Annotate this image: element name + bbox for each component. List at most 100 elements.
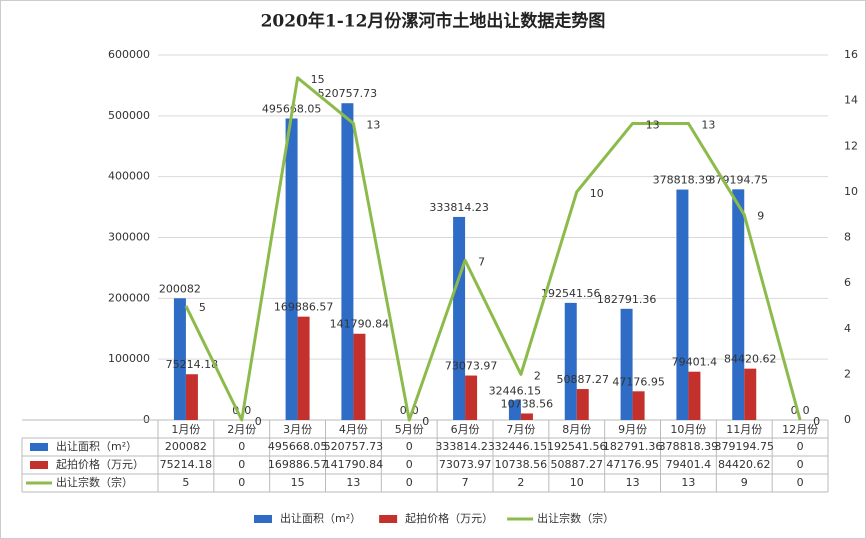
bar bbox=[297, 316, 310, 420]
table-cell: 13 bbox=[681, 476, 695, 489]
data-label: 169886.57 bbox=[274, 301, 334, 314]
data-label: 13 bbox=[701, 118, 715, 131]
table-cell: 73073.97 bbox=[439, 458, 492, 471]
table-cell: 0 bbox=[238, 476, 245, 489]
y2-tick-label: 4 bbox=[844, 322, 851, 335]
data-label: 379194.75 bbox=[709, 173, 769, 186]
table-cell: 47176.95 bbox=[606, 458, 659, 471]
data-label: 2 bbox=[534, 369, 541, 382]
y2-tick-label: 6 bbox=[844, 276, 851, 289]
table-cell: 0 bbox=[406, 476, 413, 489]
y2-tick-label: 12 bbox=[844, 139, 858, 152]
bar bbox=[744, 368, 757, 420]
table-cell: 10738.56 bbox=[495, 458, 548, 471]
data-label: 84420.62 bbox=[724, 353, 777, 366]
table-cell: 182791.36 bbox=[603, 440, 663, 453]
y-tick-label: 500000 bbox=[108, 109, 150, 122]
data-label: 0 bbox=[412, 404, 419, 417]
y-tick-label: 600000 bbox=[108, 48, 150, 61]
bar bbox=[185, 374, 198, 420]
bar bbox=[465, 375, 478, 420]
x-tick-label: 11月份 bbox=[726, 423, 762, 436]
table-cell: 169886.57 bbox=[268, 458, 328, 471]
table-cell: 0 bbox=[406, 458, 413, 471]
bar bbox=[688, 371, 701, 420]
table-cell: 495668.05 bbox=[268, 440, 328, 453]
table-row-header: 出让面积（m²） bbox=[56, 439, 137, 453]
bar bbox=[732, 189, 745, 420]
data-label: 73073.97 bbox=[445, 360, 498, 373]
table-cell: 0 bbox=[238, 440, 245, 453]
bar bbox=[620, 308, 633, 420]
legend-symbol bbox=[30, 461, 48, 469]
data-label: 10738.56 bbox=[501, 397, 554, 410]
data-label: 0 bbox=[400, 404, 407, 417]
table-cell: 200082 bbox=[165, 440, 207, 453]
y2-tick-label: 0 bbox=[844, 413, 851, 426]
bar bbox=[285, 118, 298, 421]
data-label: 0 bbox=[255, 415, 262, 428]
table-cell: 0 bbox=[797, 458, 804, 471]
data-label: 192541.56 bbox=[541, 287, 601, 300]
bar bbox=[453, 216, 466, 420]
table-cell: 7 bbox=[462, 476, 469, 489]
table-cell: 75214.18 bbox=[160, 458, 213, 471]
data-label: 9 bbox=[757, 210, 764, 223]
bar bbox=[632, 391, 645, 420]
x-tick-label: 12月份 bbox=[782, 423, 818, 436]
table-cell: 0 bbox=[797, 476, 804, 489]
y-tick-label: 100000 bbox=[108, 352, 150, 365]
bar bbox=[173, 298, 186, 420]
table-row-header: 出让宗数（宗） bbox=[56, 475, 133, 489]
data-label: 141790.84 bbox=[330, 318, 390, 331]
table-cell: 0 bbox=[406, 440, 413, 453]
x-tick-label: 6月份 bbox=[451, 423, 480, 436]
data-label: 333814.23 bbox=[429, 201, 489, 214]
y-tick-label: 400000 bbox=[108, 170, 150, 183]
table-cell: 333814.23 bbox=[435, 440, 495, 453]
table-cell: 15 bbox=[291, 476, 305, 489]
legend-label: 出让宗数（宗） bbox=[537, 511, 614, 525]
data-label: 200082 bbox=[159, 282, 201, 295]
table-cell: 379194.75 bbox=[715, 440, 775, 453]
table-cell: 84420.62 bbox=[718, 458, 771, 471]
bar bbox=[508, 400, 521, 420]
x-tick-label: 10月份 bbox=[670, 423, 706, 436]
legend-symbol bbox=[254, 515, 272, 523]
legend-symbol bbox=[379, 515, 398, 523]
table-cell: 192541.56 bbox=[547, 440, 607, 453]
data-label: 0 bbox=[791, 404, 798, 417]
table-cell: 13 bbox=[626, 476, 640, 489]
table-cell: 10 bbox=[570, 476, 584, 489]
x-tick-label: 3月份 bbox=[283, 423, 312, 436]
table-cell: 9 bbox=[741, 476, 748, 489]
y2-tick-label: 14 bbox=[844, 94, 858, 107]
table-cell: 520757.73 bbox=[324, 440, 384, 453]
x-tick-label: 8月份 bbox=[562, 423, 591, 436]
bar bbox=[341, 103, 354, 420]
table-cell: 0 bbox=[797, 440, 804, 453]
data-label: 75214.18 bbox=[166, 358, 219, 371]
table-row-header: 起拍价格（万元） bbox=[56, 457, 144, 471]
x-tick-label: 7月份 bbox=[506, 423, 535, 436]
data-label: 32446.15 bbox=[489, 384, 542, 397]
y2-tick-label: 8 bbox=[844, 231, 851, 244]
table-cell: 79401.4 bbox=[666, 458, 712, 471]
table-cell: 13 bbox=[346, 476, 360, 489]
y-tick-label: 200000 bbox=[108, 291, 150, 304]
legend-label: 起拍价格（万元） bbox=[405, 511, 493, 525]
data-label: 0 bbox=[813, 415, 820, 428]
line bbox=[184, 76, 802, 422]
chart-title: 2020年1-12月份漯河市土地出让数据走势图 bbox=[261, 11, 606, 32]
data-label: 0 bbox=[244, 404, 251, 417]
table-cell: 378818.39 bbox=[659, 440, 719, 453]
x-tick-label: 1月份 bbox=[171, 423, 200, 436]
bar bbox=[676, 189, 689, 420]
data-label: 5 bbox=[199, 301, 206, 314]
y-tick-label: 300000 bbox=[108, 231, 150, 244]
data-label: 0 bbox=[422, 415, 429, 428]
bar bbox=[353, 333, 366, 420]
table-cell: 32446.15 bbox=[495, 440, 548, 453]
